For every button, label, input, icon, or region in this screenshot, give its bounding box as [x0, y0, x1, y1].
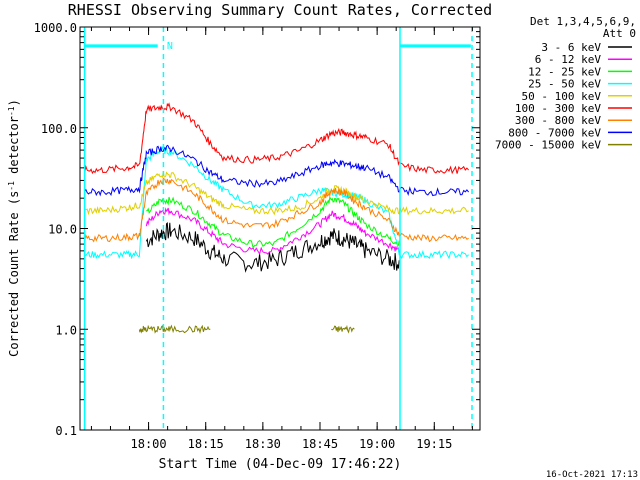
- series-line-300-800-kev: [84, 177, 469, 243]
- x-tick-label: 18:00: [131, 437, 167, 451]
- y-tick-label: 1.0: [55, 323, 77, 337]
- y-tick-label: 1000.0: [34, 21, 77, 35]
- legend-label: 6 - 12 keV: [535, 53, 602, 66]
- series-line-7000-15000-kev: [331, 324, 355, 334]
- legend-label: 12 - 25 keV: [528, 65, 601, 78]
- legend-label: 800 - 7000 keV: [508, 126, 601, 139]
- series-line-7000-15000-kev: [138, 324, 211, 335]
- series-line-100-300-kev: [84, 102, 469, 175]
- x-tick-label: 18:15: [188, 437, 224, 451]
- series-line-3-6-kev: [145, 222, 401, 273]
- legend-label: 7000 - 15000 keV: [495, 139, 601, 152]
- series-line-6-12-kev: [145, 207, 401, 256]
- legend-label: 25 - 50 keV: [528, 78, 601, 91]
- legend-label: 3 - 6 keV: [541, 41, 601, 54]
- plot-area: N: [83, 27, 473, 430]
- series-line-12-25-kev: [146, 195, 401, 249]
- timestamp: 16-Oct-2021 17:13: [546, 470, 638, 480]
- y-axis-label: Corrected Count Rate (s-1 detector-1): [7, 99, 22, 357]
- series-line-800-7000-kev: [84, 144, 469, 197]
- legend-label: 100 - 300 keV: [515, 102, 601, 115]
- legend-label: 50 - 100 keV: [522, 90, 602, 103]
- legend-header: Att 0: [603, 27, 636, 40]
- y-tick-label: 10.0: [48, 223, 77, 237]
- plot-frame: [79, 26, 481, 431]
- y-tick-label: 0.1: [55, 424, 77, 438]
- chart-title: RHESSI Observing Summary Count Rates, Co…: [68, 1, 492, 19]
- legend-header: Det 1,3,4,5,6,9,: [530, 15, 636, 28]
- x-axis-label: Start Time (04-Dec-09 17:46:22): [159, 457, 402, 472]
- axes: 1000.0 100.0 10.0 1.0 0.1 18:00 18:15 18:30 18:4…: [34, 21, 481, 451]
- series-line-25-50-kev: [84, 145, 469, 260]
- legend-label: 300 - 800 keV: [515, 114, 601, 127]
- series-line-50-100-kev: [84, 171, 469, 216]
- x-tick-label: 19:00: [359, 437, 395, 451]
- x-tick-label: 19:15: [416, 437, 452, 451]
- y-tick-label: 100.0: [41, 122, 77, 136]
- series-group: [84, 102, 469, 335]
- marker-label: N: [167, 41, 173, 52]
- x-tick-label: 18:45: [302, 437, 338, 451]
- x-tick-label: 18:30: [245, 437, 281, 451]
